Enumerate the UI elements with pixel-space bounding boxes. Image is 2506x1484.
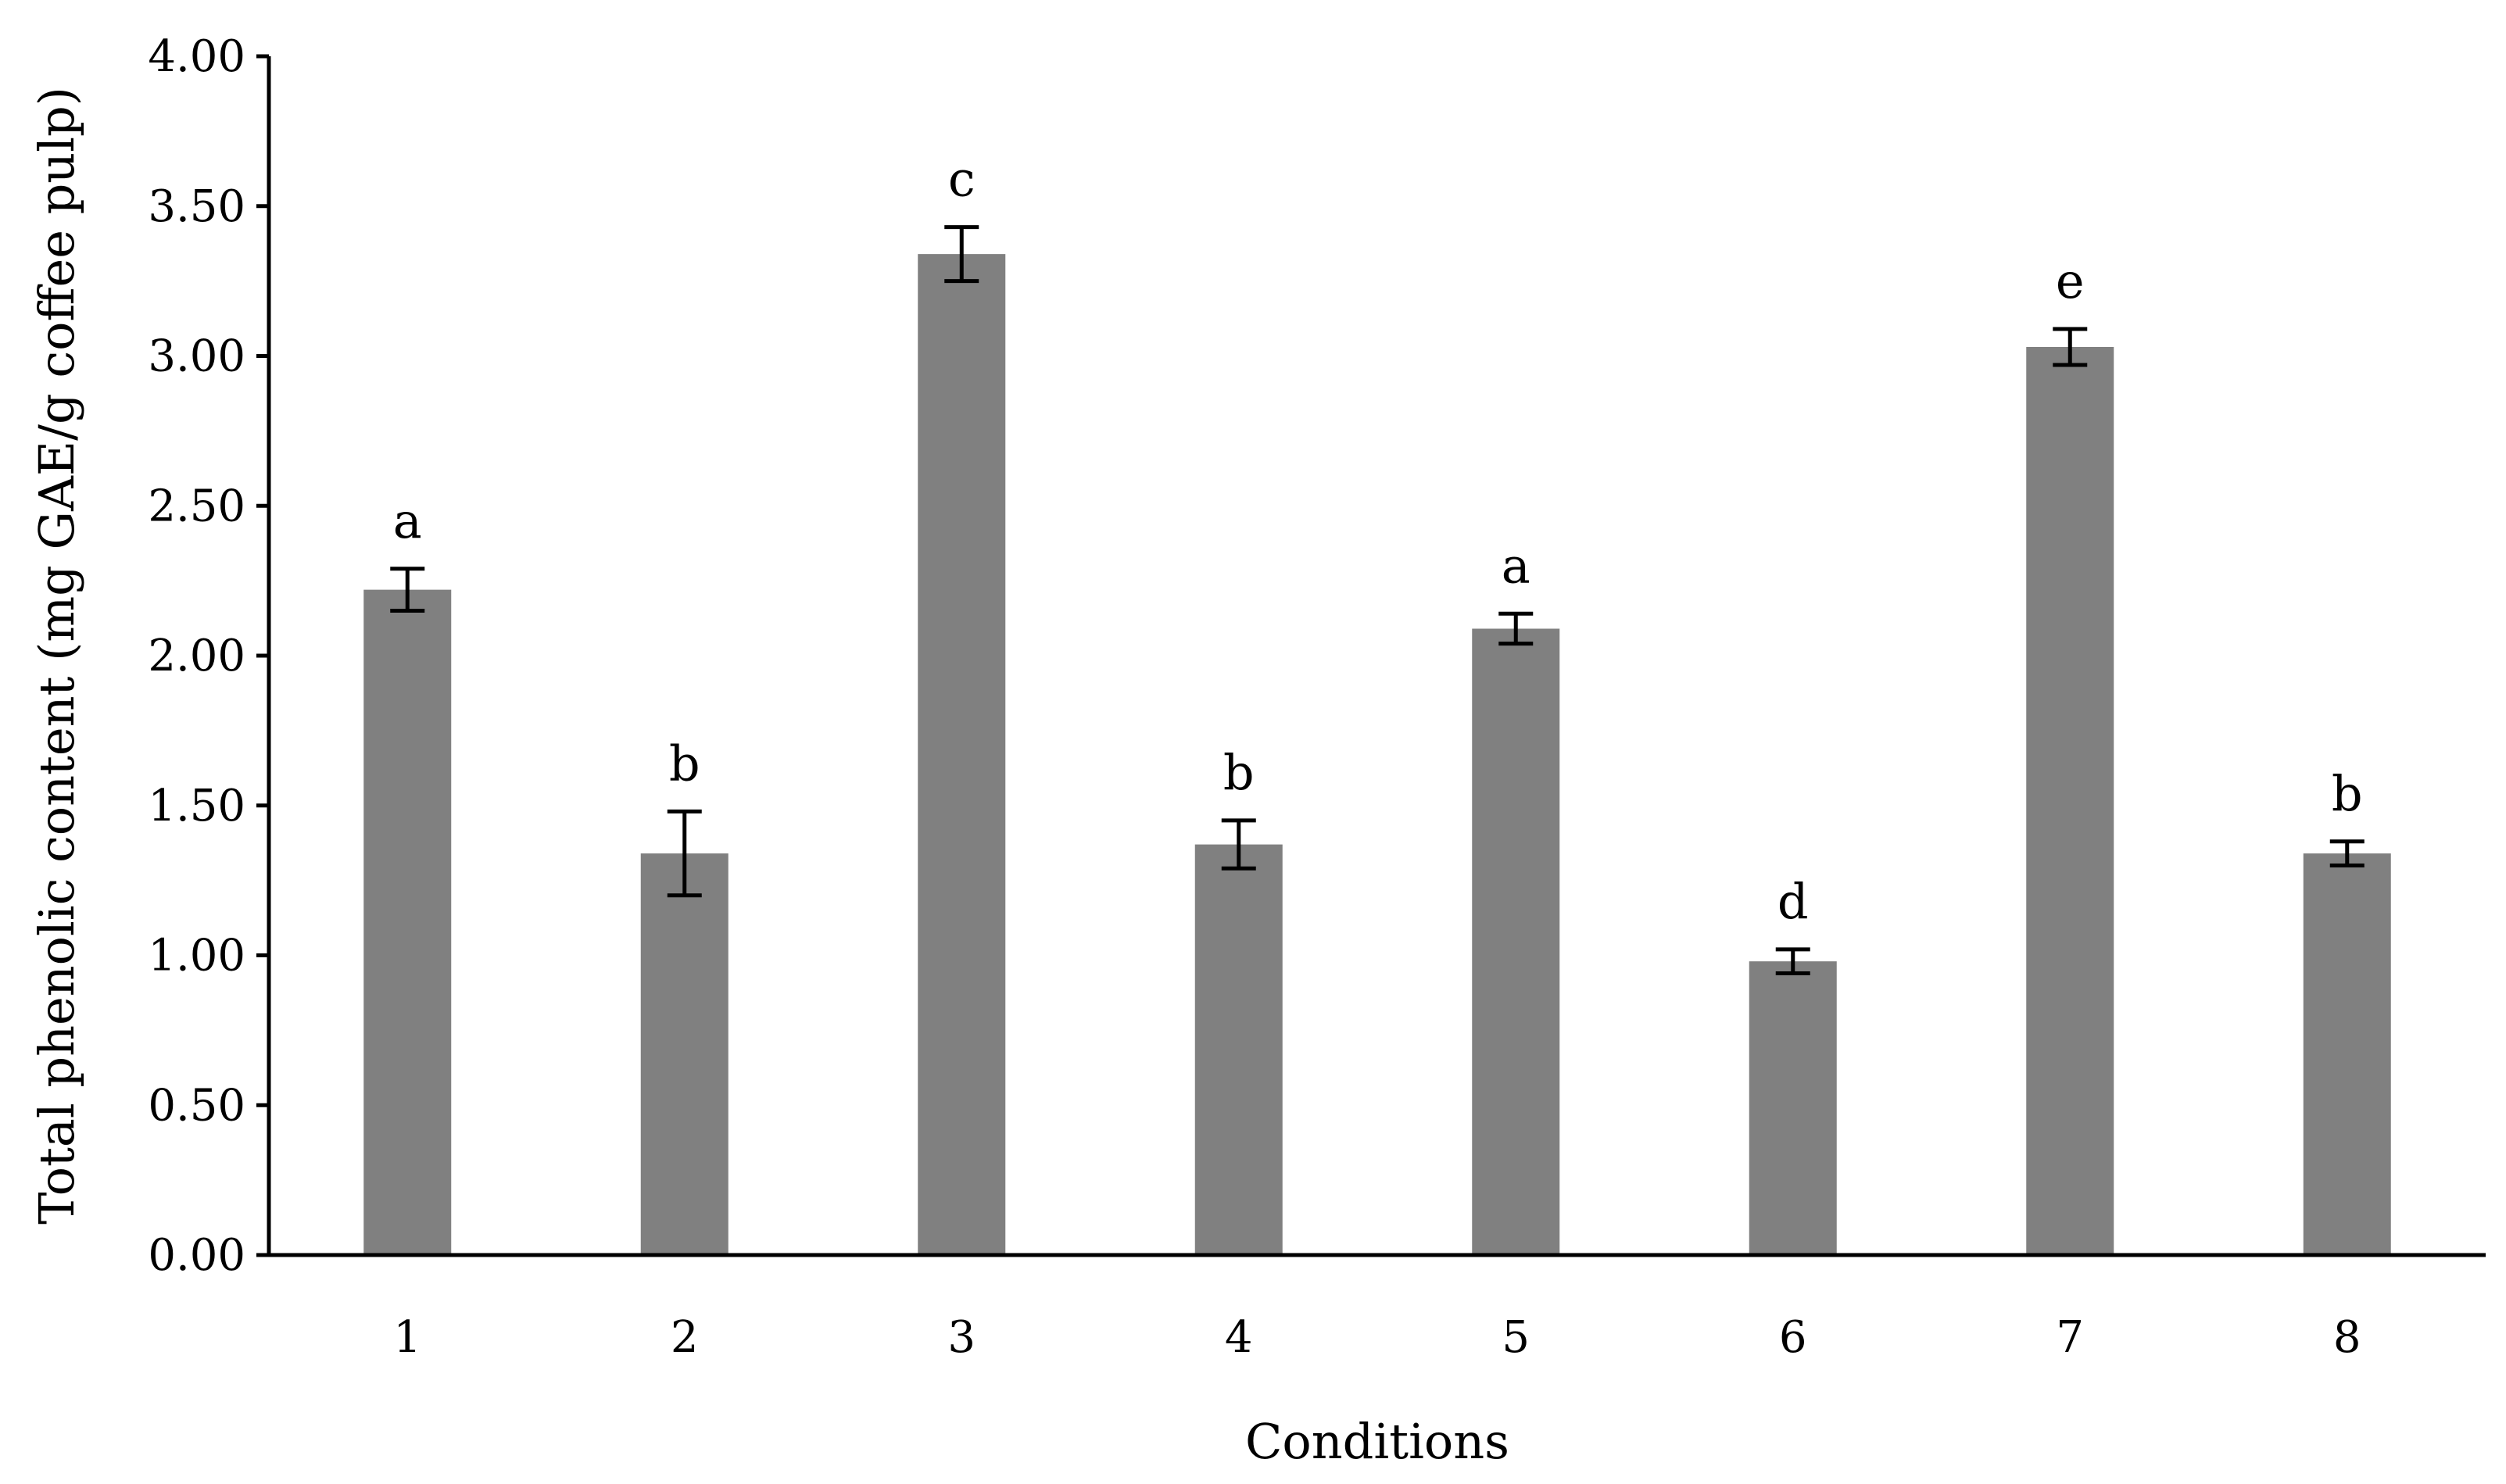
y-tick-label: 3.50 [148, 181, 245, 232]
significance-letter: b [669, 735, 700, 792]
x-category-label: 4 [1225, 1312, 1253, 1363]
bar-condition-7 [2026, 346, 2114, 1255]
significance-letter: e [2056, 252, 2085, 309]
error-bars-layer [390, 225, 2365, 976]
y-tick-label: 2.00 [148, 631, 245, 681]
significance-letter: d [1777, 873, 1809, 930]
y-tick-label: 3.00 [148, 331, 245, 382]
bar-condition-6 [1749, 961, 1837, 1255]
significance-letters-layer: a b c b a d e b [393, 151, 2363, 930]
x-category-labels-layer: 1 2 3 4 5 6 7 8 [393, 1312, 2361, 1363]
y-tick-label: 1.50 [148, 781, 245, 831]
y-tick-label: 4.00 [148, 31, 245, 82]
bar-condition-1 [363, 589, 452, 1255]
y-tick-label: 0.00 [148, 1230, 245, 1281]
axes-layer [267, 56, 2486, 1257]
significance-letter: a [393, 492, 422, 549]
bars-layer [363, 254, 2391, 1255]
significance-letter: a [1502, 537, 1530, 594]
x-axis-title: Conditions [1245, 1413, 1509, 1470]
x-category-label: 1 [393, 1312, 421, 1363]
significance-letter: b [1223, 744, 1255, 801]
y-axis-title: Total phenolic content (mg GAE/g coffee … [28, 87, 85, 1225]
bar-condition-3 [918, 254, 1006, 1255]
x-category-label: 3 [947, 1312, 976, 1363]
x-category-label: 8 [2333, 1312, 2361, 1363]
y-tick-label: 1.00 [148, 931, 245, 982]
y-tick-label: 2.50 [148, 481, 245, 531]
x-category-label: 7 [2056, 1312, 2084, 1363]
x-category-label: 2 [671, 1312, 699, 1363]
bar-condition-5 [1472, 628, 1560, 1255]
bar-condition-2 [640, 853, 729, 1255]
significance-letter: b [2332, 765, 2363, 822]
bar-condition-8 [2303, 853, 2391, 1255]
x-category-label: 5 [1502, 1312, 1530, 1363]
y-ticks-layer: 0.00 0.50 1.00 1.50 2.00 2.50 3.00 3.50 4.00 [148, 31, 269, 1281]
bar-condition-4 [1194, 844, 1283, 1255]
x-category-label: 6 [1779, 1312, 1807, 1363]
significance-letter: c [948, 151, 976, 208]
y-tick-label: 0.50 [148, 1080, 245, 1131]
